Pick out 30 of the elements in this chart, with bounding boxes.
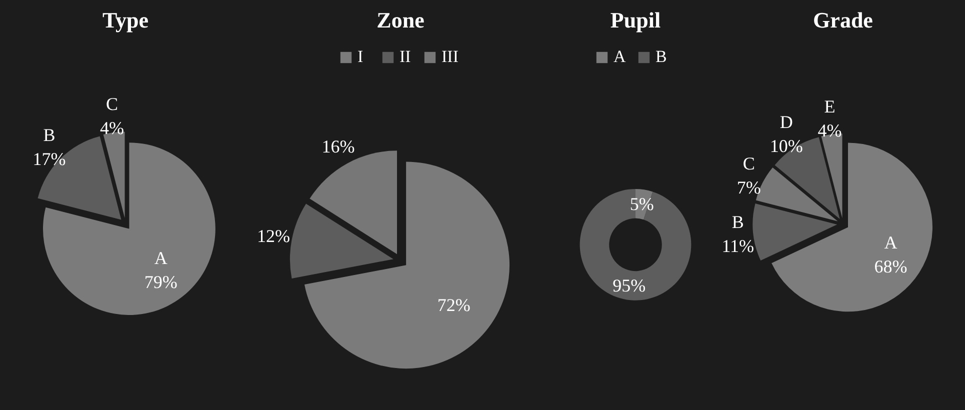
chart-title: Grade <box>813 8 874 32</box>
chart-title: Zone <box>376 8 425 32</box>
legend-label: III <box>442 47 460 67</box>
legend-label: I <box>358 47 364 67</box>
slice-label: A <box>884 232 898 253</box>
data-label: 79% <box>144 272 178 292</box>
slice-label: B <box>732 212 744 232</box>
data-label: 68% <box>874 256 908 277</box>
legend-label: A <box>614 47 627 67</box>
legend-label: II <box>400 47 412 67</box>
slice-label: E <box>824 96 836 116</box>
slice-label: B <box>43 125 56 146</box>
legend-label: B <box>656 47 668 67</box>
chart-title: Pupil <box>610 8 661 32</box>
data-label: 95% <box>612 276 646 296</box>
data-label: 16% <box>322 136 355 156</box>
slice-label: D <box>780 112 793 132</box>
data-label: 5% <box>630 194 654 214</box>
slice-label: C <box>742 154 755 174</box>
data-label: 10% <box>770 136 803 156</box>
data-label: 7% <box>736 178 761 198</box>
data-label: 4% <box>100 118 124 138</box>
data-label: 12% <box>256 226 290 246</box>
data-label: 4% <box>818 120 842 140</box>
chart-title: Type <box>102 8 149 32</box>
data-label: 72% <box>437 295 470 316</box>
data-label: 11% <box>722 236 754 256</box>
slice-label: A <box>154 248 168 268</box>
slice-label: C <box>106 94 118 114</box>
data-label: 17% <box>32 149 66 170</box>
